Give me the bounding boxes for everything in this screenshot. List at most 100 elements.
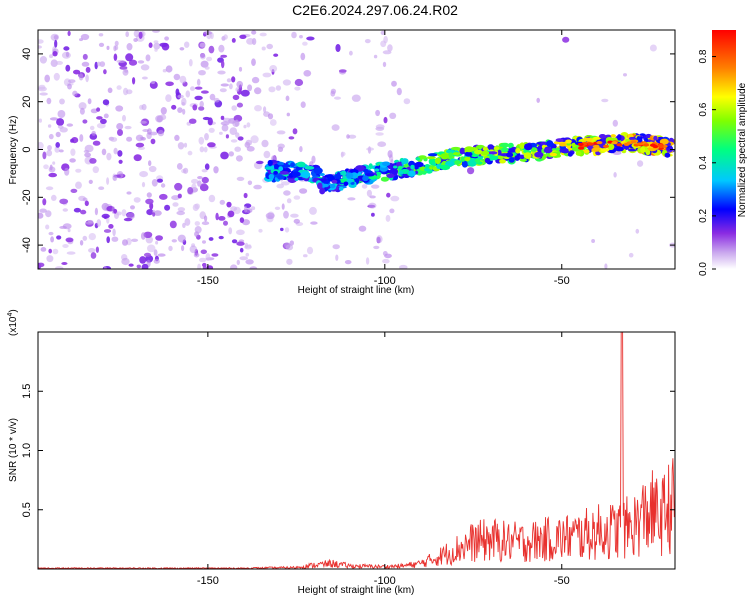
noise-blob <box>133 197 141 203</box>
signal-blob <box>499 159 506 164</box>
signal-blob <box>546 140 554 148</box>
noise-blob <box>103 113 109 119</box>
noise-blob <box>218 216 226 221</box>
noise-blob <box>52 51 58 57</box>
noise-blob <box>148 165 157 173</box>
signal-blob <box>321 183 329 188</box>
noise-blob <box>53 35 59 40</box>
noise-blob <box>112 175 118 182</box>
noise-blob <box>146 192 152 198</box>
noise-blob <box>235 87 240 92</box>
noise-blob <box>221 60 225 69</box>
noise-blob <box>179 47 185 51</box>
noise-blob <box>366 147 374 151</box>
noise-blob <box>231 76 236 83</box>
noise-blob <box>247 84 253 92</box>
noise-blob <box>341 151 346 157</box>
noise-blob <box>205 253 211 262</box>
noise-blob <box>280 227 284 232</box>
noise-blob <box>47 145 52 151</box>
noise-blob <box>201 169 208 173</box>
noise-blob <box>92 166 100 174</box>
noise-blob <box>358 225 367 232</box>
noise-blob <box>199 257 207 263</box>
noise-blob <box>194 95 203 101</box>
noise-blob <box>39 92 48 96</box>
noise-blob <box>46 149 53 157</box>
signal-blob <box>283 167 291 172</box>
noise-blob <box>274 206 281 210</box>
noise-blob <box>281 181 290 186</box>
signal-blob <box>575 150 582 156</box>
noise-blob <box>101 213 110 219</box>
noise-blob <box>147 128 152 135</box>
signal-blob <box>434 157 441 165</box>
signal-blob <box>530 147 538 152</box>
noise-blob <box>199 100 204 108</box>
signal-blob <box>600 148 610 152</box>
noise-blob <box>168 245 173 252</box>
noise-blob <box>399 264 408 269</box>
noise-blob <box>184 218 191 226</box>
signal-blob <box>559 142 566 147</box>
noise-blob <box>288 136 295 140</box>
signal-blob <box>489 155 499 161</box>
noise-blob <box>300 101 306 108</box>
snr-ticks: -150 -100 -50 0.5 1.0 1.5 <box>21 332 675 587</box>
snr-xlabel: Height of straight line (km) <box>298 585 415 596</box>
noise-blob <box>294 86 301 91</box>
signal-blob <box>278 166 284 172</box>
noise-blob <box>185 90 191 98</box>
signal-blob <box>607 143 615 150</box>
signal-blob <box>628 136 636 141</box>
noise-blob <box>177 142 185 150</box>
noise-blob <box>73 207 81 213</box>
noise-blob <box>239 217 245 224</box>
signal-blob <box>334 173 342 179</box>
signal-blob <box>659 138 669 145</box>
noise-blob <box>171 104 177 110</box>
signal-blob <box>414 161 424 168</box>
noise-blob <box>171 195 180 201</box>
noise-blob <box>365 257 370 265</box>
noise-blob <box>240 89 250 97</box>
signal-blob <box>427 153 438 157</box>
noise-blob <box>126 212 135 220</box>
noise-blob <box>151 179 158 187</box>
noise-blob <box>231 105 237 111</box>
signal-blob <box>565 139 572 144</box>
noise-blob <box>162 69 167 73</box>
noise-blob <box>79 107 85 115</box>
signal-peak <box>616 143 623 147</box>
noise-blob <box>100 118 107 124</box>
signal-blob <box>623 145 630 150</box>
snr-y-multiplier-exp: 4 <box>7 313 14 317</box>
signal-blob <box>506 152 514 158</box>
noise-blob <box>204 163 210 170</box>
noise-blob <box>213 166 219 174</box>
noise-blob <box>44 74 50 83</box>
noise-blob <box>361 184 368 189</box>
noise-blob <box>467 167 475 175</box>
noise-blob <box>377 141 387 147</box>
noise-blob <box>184 41 190 48</box>
noise-blob <box>236 102 243 108</box>
noise-blob <box>113 208 118 214</box>
spectrogram-xlabel: Height of straight line (km) <box>298 285 415 296</box>
signal-blob <box>444 161 455 167</box>
signal-blob <box>368 163 373 170</box>
noise-blob <box>133 38 138 42</box>
noise-blob <box>98 186 105 190</box>
noise-blob <box>231 38 236 43</box>
noise-blob <box>57 110 66 118</box>
noise-blob <box>177 107 183 113</box>
noise-blob <box>46 97 52 105</box>
noise-blob <box>251 30 257 35</box>
noise-blob <box>623 73 627 77</box>
noise-blob <box>85 74 89 83</box>
noise-blob <box>243 206 248 213</box>
noise-blob <box>67 30 71 37</box>
noise-blob <box>198 106 205 111</box>
noise-blob <box>387 44 393 52</box>
